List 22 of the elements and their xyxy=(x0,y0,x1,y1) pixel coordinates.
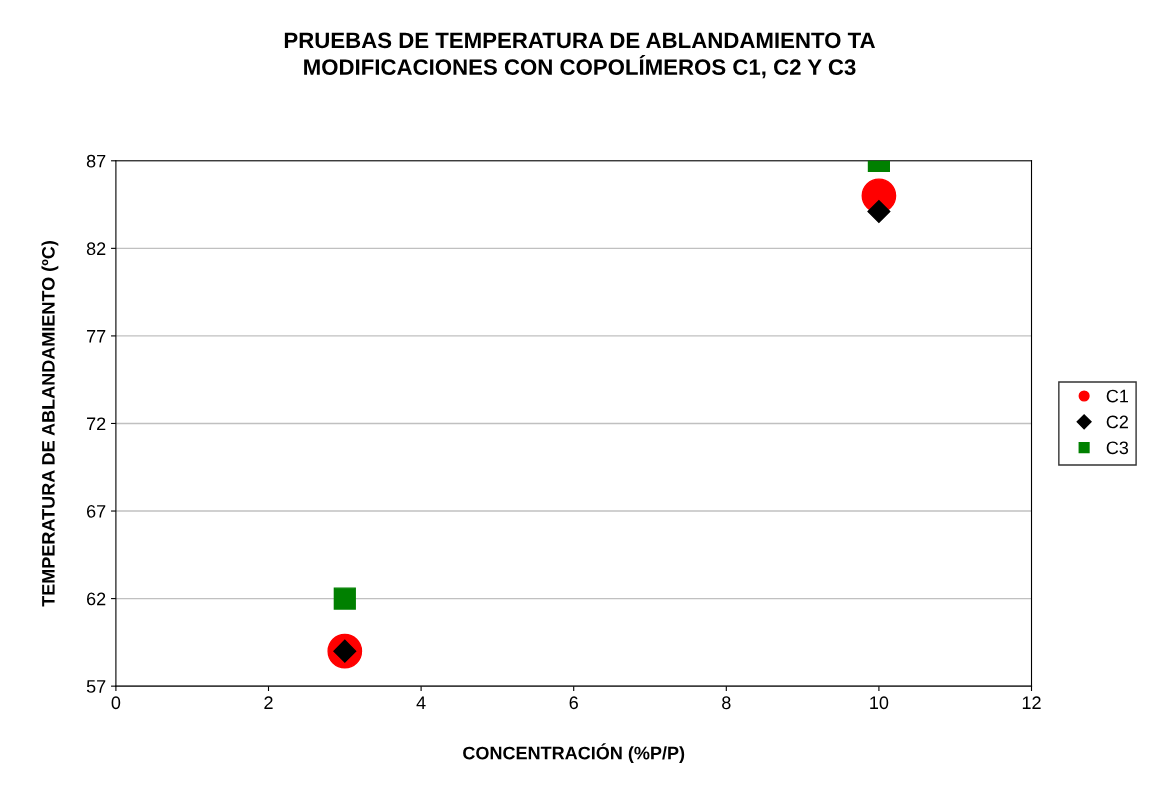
x-tick-label: 6 xyxy=(569,696,578,710)
y-tick-label: 77 xyxy=(87,330,106,343)
y-tick-label: 82 xyxy=(86,242,106,256)
x-axis-title: CONCENTRACIÓN (%P/P) xyxy=(463,743,685,764)
legend-label: C3 xyxy=(1106,441,1129,455)
x-tick-label: 0 xyxy=(111,696,121,710)
x-tick-label: 10 xyxy=(870,696,889,710)
point xyxy=(867,200,891,224)
x-tick-label: 8 xyxy=(722,696,731,710)
x-tick-label: 12 xyxy=(1022,696,1041,709)
y-tick-label: 62 xyxy=(87,592,106,606)
x-tick-label: 2 xyxy=(264,696,273,709)
y-tick-label: 57 xyxy=(86,680,106,693)
y-tick-label: 87 xyxy=(86,154,106,168)
y-axis-title: TEMPERATURA DE ABLANDAMIENTO (ºC) xyxy=(41,241,59,607)
legend-label: C1 xyxy=(1106,389,1128,403)
point xyxy=(333,587,356,610)
legend-label: C2 xyxy=(1106,415,1128,429)
y-tick-label: 67 xyxy=(87,504,106,518)
x-tick-label: 4 xyxy=(416,696,426,709)
y-tick-label: 72 xyxy=(87,417,106,431)
chart-title: PRUEBAS DE TEMPERATURA DE ABLANDAMIENTO TA MODIFICACIONES CON COPOLÍMEROS C1, C2 Y C3 xyxy=(284,32,876,79)
